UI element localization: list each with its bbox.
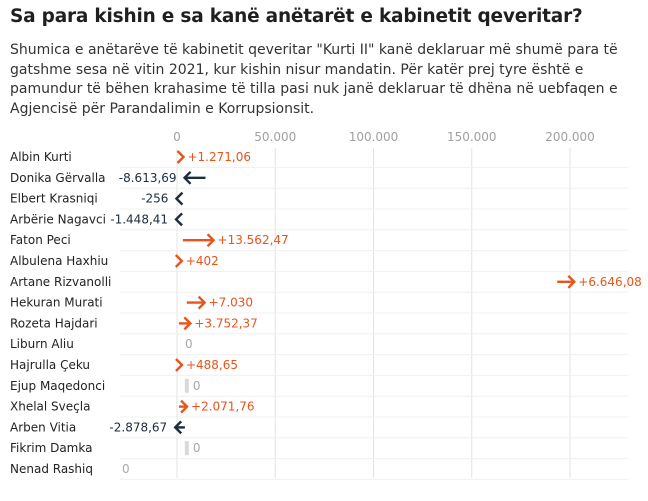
row-name-label: Fikrim Damka <box>10 441 92 455</box>
row-name-label: Albulena Haxhiu <box>10 254 108 268</box>
value-label: +13.562,47 <box>218 233 289 247</box>
row-name-label: Hajrulla Çeku <box>10 358 90 372</box>
x-tick-label: 150.000 <box>447 130 497 144</box>
arrow-head <box>174 212 183 227</box>
value-label: +6.646,08 <box>578 275 642 289</box>
row-name-label: Hekuran Murati <box>10 296 103 310</box>
arrow-head <box>173 420 183 435</box>
value-label: -1.448,41 <box>110 212 168 226</box>
arrow-head <box>567 274 576 289</box>
value-label: 0 <box>193 379 201 393</box>
value-label: 0 <box>193 441 201 455</box>
value-label: -2.878,67 <box>109 420 167 434</box>
arrow-head <box>183 316 193 331</box>
value-label: +7.030 <box>209 296 253 310</box>
row-name-label: Ejup Maqedonci <box>10 379 105 393</box>
chart-subtitle: Shumica e anëtarëve të kabinetit qeverit… <box>10 42 618 117</box>
value-label: 0 <box>185 337 193 351</box>
zero-change-mark <box>184 378 189 393</box>
value-label: -8.613,69 <box>119 171 177 185</box>
row-name-label: Artane Rizvanolli <box>10 275 111 289</box>
value-label: +488,65 <box>186 358 238 372</box>
row-name-label: Liburn Aliu <box>10 337 74 351</box>
row-name-label: Nenad Rashiq <box>10 462 93 476</box>
chart-title: Sa para kishin e sa kanë anëtarët e kabi… <box>10 6 583 27</box>
arrow-head <box>197 295 207 310</box>
zero-change-mark <box>184 441 189 456</box>
arrow-head <box>206 233 216 248</box>
row-name-label: Xhelal Sveçla <box>10 400 90 414</box>
arrow-head <box>175 358 184 372</box>
row-name-label: Arben Vitia <box>10 420 76 434</box>
value-label: +3.752,37 <box>194 316 258 330</box>
row-name-label: Elbert Krasniqi <box>10 192 98 206</box>
arrow-head <box>174 254 184 268</box>
value-label: +402 <box>186 254 219 268</box>
row-name-label: Rozeta Hajdari <box>10 316 98 330</box>
value-label: 0 <box>122 462 130 476</box>
row-name-label: Faton Peci <box>10 233 71 247</box>
value-label: +2.071,76 <box>191 400 255 414</box>
arrow-head <box>182 170 192 185</box>
row-name-label: Albin Kurti <box>10 150 72 164</box>
value-label: -256 <box>141 192 168 206</box>
value-label: +1.271,06 <box>187 150 251 164</box>
x-tick-label: 100.000 <box>349 130 399 144</box>
arrow-head <box>176 150 186 164</box>
x-tick-label: 0 <box>173 130 181 144</box>
arrow-head <box>174 191 184 206</box>
row-name-label: Arbërie Nagavci <box>10 212 106 226</box>
arrow-head <box>180 399 189 414</box>
x-tick-label: 50.000 <box>254 130 296 144</box>
row-name-label: Donika Gërvalla <box>10 171 106 185</box>
x-tick-label: 200.000 <box>545 130 595 144</box>
